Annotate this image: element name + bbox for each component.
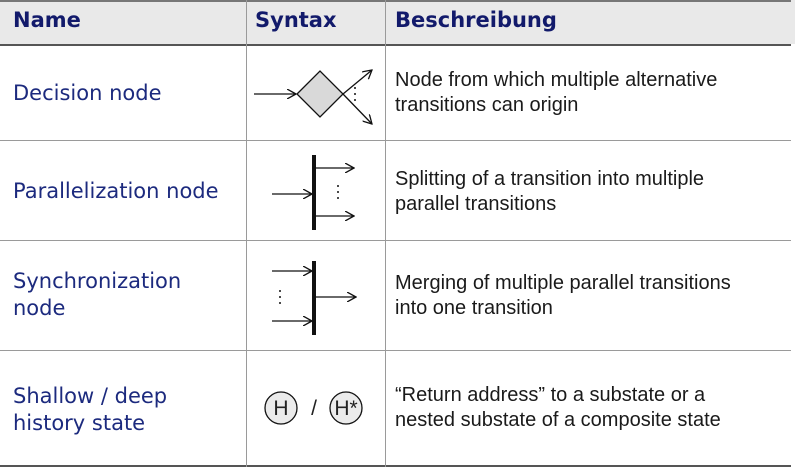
description-line: transitions can origin	[395, 94, 579, 116]
name-line: Shallow / deep	[13, 384, 168, 408]
row-divider	[0, 240, 791, 241]
column-divider	[385, 0, 386, 467]
row-description-parallelization: Splitting of a transition into multiple …	[395, 167, 704, 217]
name-line: history state	[13, 411, 146, 435]
table-top-border	[0, 0, 791, 2]
row-divider	[0, 350, 791, 351]
row-description-synchronization: Merging of multiple parallel transitions…	[395, 271, 731, 321]
column-divider	[246, 0, 247, 467]
description-line: nested substate of a composite state	[395, 409, 721, 431]
description-line: into one transition	[395, 297, 553, 319]
history-state-icon: H H* /	[258, 388, 378, 428]
parallelization-bar-icon	[272, 155, 372, 230]
row-description-decision: Node from which multiple alternative tra…	[395, 68, 717, 118]
description-line: Merging of multiple parallel transitions	[395, 272, 731, 294]
shallow-history-circle	[264, 391, 298, 425]
row-divider	[0, 140, 791, 141]
deep-history-label: H*	[334, 397, 357, 420]
header-name: Name	[13, 8, 81, 32]
table-bottom-border	[0, 465, 791, 467]
row-description-history: “Return address” to a substate or a nest…	[395, 383, 721, 433]
header-description: Beschreibung	[395, 8, 557, 32]
history-separator: /	[311, 397, 317, 420]
row-name-decision: Decision node	[13, 81, 162, 105]
row-name-synchronization: Synchronization node	[13, 268, 181, 322]
header-divider	[0, 44, 791, 46]
description-line: “Return address” to a substate or a	[395, 384, 706, 406]
row-name-parallelization: Parallelization node	[13, 179, 219, 203]
header-syntax: Syntax	[255, 8, 337, 32]
row-name-history: Shallow / deep history state	[13, 383, 167, 437]
deep-history-circle	[329, 391, 363, 425]
decision-node-icon	[254, 62, 380, 130]
description-line: Splitting of a transition into multiple	[395, 168, 705, 190]
table-header-row	[0, 0, 795, 44]
description-line: Node from which multiple alternative	[395, 69, 718, 91]
synchronization-bar-icon	[272, 261, 372, 335]
name-line: Synchronization	[13, 269, 182, 293]
name-line: node	[13, 296, 66, 320]
description-line: parallel transitions	[395, 193, 557, 215]
shallow-history-label: H	[273, 397, 288, 420]
